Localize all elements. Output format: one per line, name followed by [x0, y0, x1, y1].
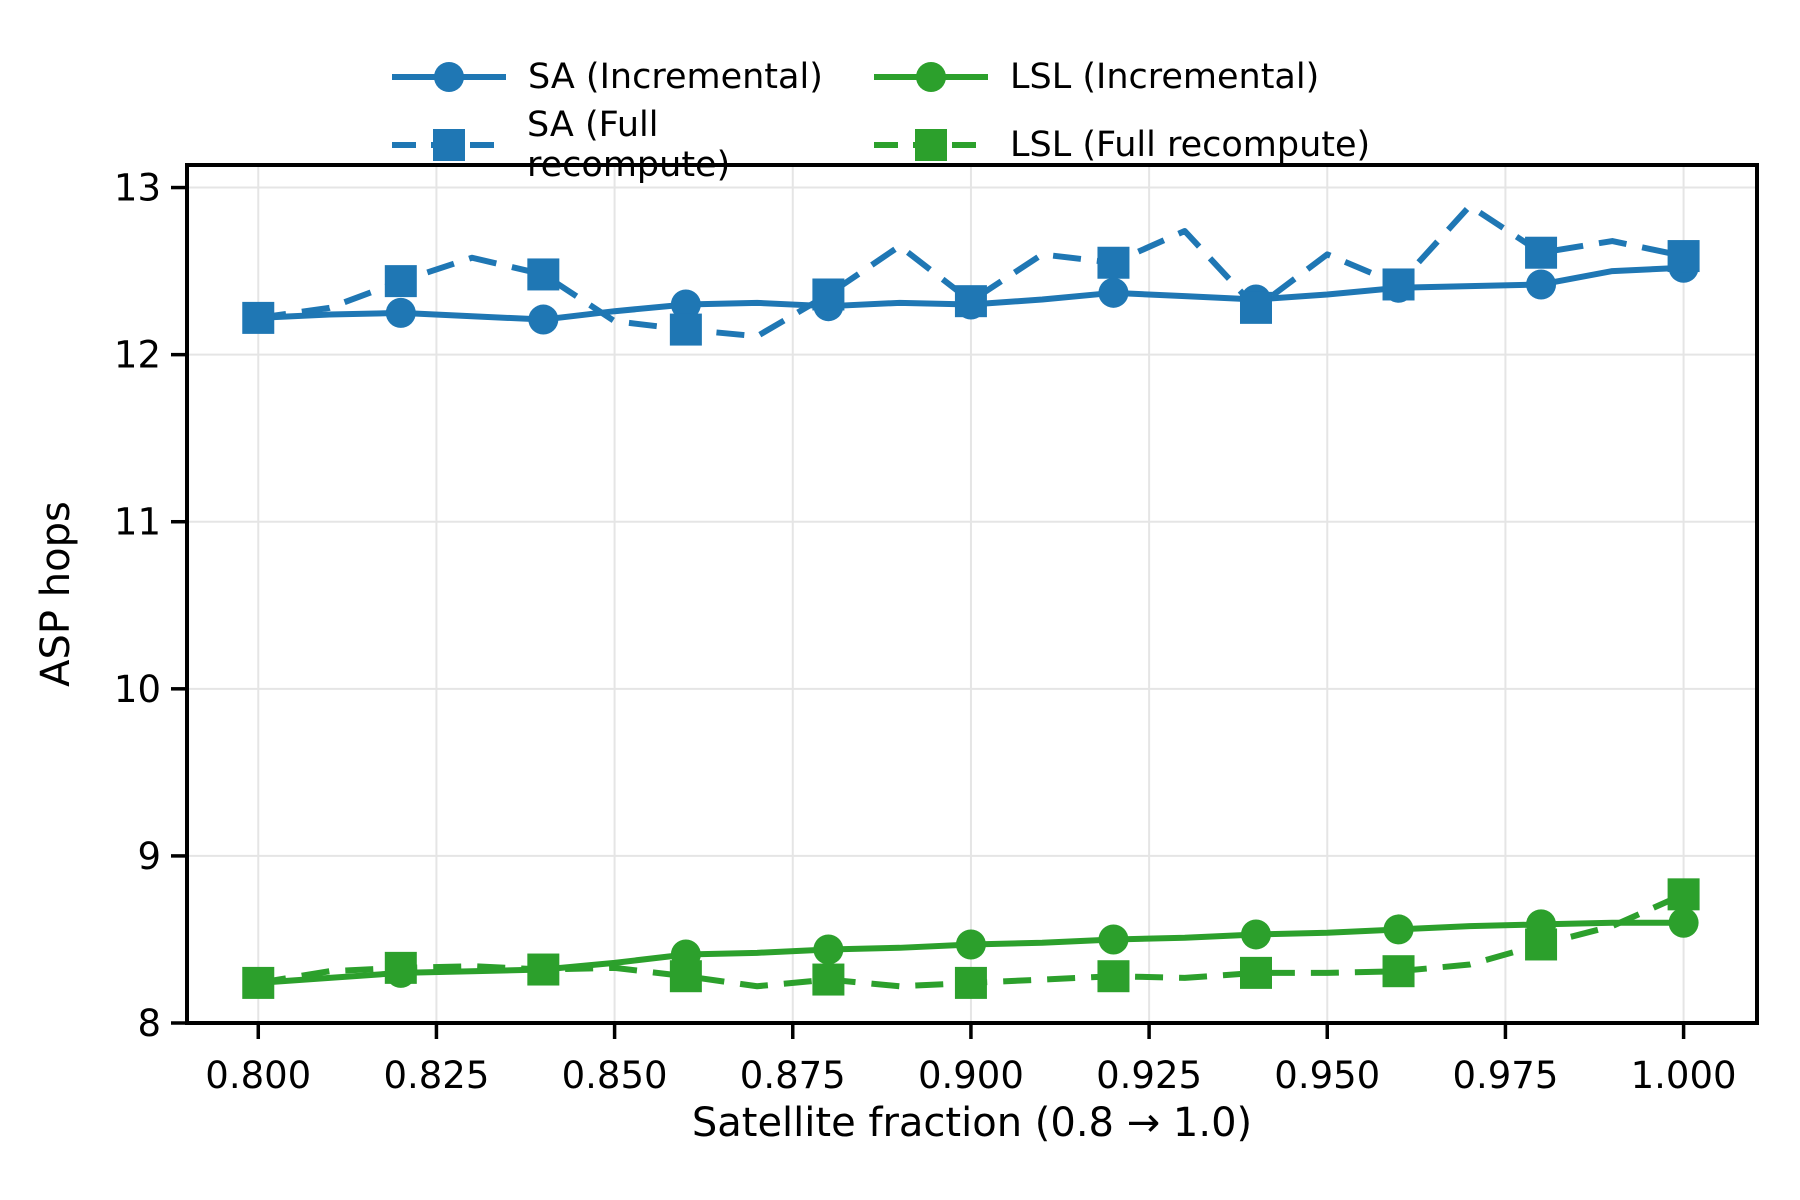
marker-square: [1667, 240, 1700, 273]
legend-item-lsl-full: LSL (Full recompute): [870, 114, 1370, 176]
x-tick-label: 0.900: [918, 1054, 1024, 1097]
marker-square: [812, 963, 845, 996]
x-tick-label: 0.950: [1274, 1054, 1380, 1097]
x-tick-label: 0.875: [740, 1054, 846, 1097]
marker-square: [669, 960, 702, 993]
legend-item-sa-incremental: SA (Incremental): [388, 46, 870, 108]
marker-circle: [1240, 919, 1271, 950]
legend-swatch-lsl-full-icon: [874, 129, 988, 161]
legend-swatch-lsl-incremental-icon: [874, 62, 988, 92]
y-tick-label: 11: [114, 501, 161, 544]
axis-ticks: [171, 185, 1686, 1039]
x-tick-label: 0.825: [383, 1054, 489, 1097]
marker-circle: [528, 304, 559, 335]
series-lsl-full-recompute: [242, 878, 1700, 999]
y-tick-label: 13: [114, 167, 161, 210]
marker-square: [669, 313, 702, 346]
marker-square: [384, 265, 417, 298]
marker-square: [1097, 960, 1130, 993]
x-tick-label: 0.850: [562, 1054, 668, 1097]
chart-legend: SA (Incremental) LSL (Incremental) SA (F…: [388, 46, 1370, 185]
marker-circle: [1668, 907, 1699, 938]
legend-item-lsl-incremental: LSL (Incremental): [870, 46, 1370, 108]
marker-square: [954, 966, 987, 999]
legend-swatch-sa-incremental-icon: [392, 62, 506, 92]
marker-circle: [1098, 924, 1129, 955]
y-tick-label: 9: [137, 835, 161, 878]
marker-square: [1239, 956, 1272, 989]
marker-circle: [385, 297, 416, 328]
marker-square: [527, 258, 560, 291]
marker-square: [384, 951, 417, 984]
marker-square: [1667, 878, 1700, 911]
y-tick-label: 8: [137, 1002, 161, 1045]
marker-square: [1097, 246, 1130, 279]
marker-circle: [1383, 914, 1414, 945]
marker-square: [1525, 236, 1558, 269]
legend-label-lsl-full: LSL (Full recompute): [1010, 125, 1371, 165]
marker-square: [242, 966, 275, 999]
marker-square: [954, 285, 987, 318]
x-tick-label: 0.925: [1096, 1054, 1202, 1097]
legend-swatch-sa-full-icon: [392, 129, 506, 161]
marker-square: [1382, 268, 1415, 301]
y-tick-label: 10: [114, 668, 161, 711]
x-tick-label: 0.800: [205, 1054, 311, 1097]
legend-label-sa-full: SA (Full recompute): [527, 105, 731, 185]
marker-circle: [1098, 277, 1129, 308]
x-axis-title: Satellite fraction (0.8 → 1.0): [691, 1100, 1253, 1146]
series-sa-full-recompute: [242, 202, 1700, 346]
marker-circle: [670, 289, 701, 320]
marker-circle: [813, 934, 844, 965]
legend-label-sa-incremental: SA (Incremental): [528, 57, 823, 97]
marker-square: [527, 953, 560, 986]
marker-square: [242, 301, 275, 334]
axis-tick-labels: 0.800 0.825 0.850 0.875 0.900 0.925 0.950 0.975…: [114, 167, 1737, 1097]
marker-square: [1239, 291, 1272, 324]
marker-square: [1525, 928, 1558, 961]
marker-circle: [1526, 269, 1557, 300]
x-tick-label: 0.975: [1452, 1054, 1558, 1097]
marker-circle: [955, 929, 986, 960]
marker-square: [1382, 955, 1415, 988]
y-axis-title: ASP hops: [33, 501, 79, 687]
marker-square: [812, 278, 845, 311]
y-tick-label: 12: [114, 334, 161, 377]
legend-item-sa-full: SA (Full recompute): [388, 105, 870, 185]
x-tick-label: 1.000: [1631, 1054, 1737, 1097]
legend-label-lsl-incremental: LSL (Incremental): [1010, 57, 1320, 97]
